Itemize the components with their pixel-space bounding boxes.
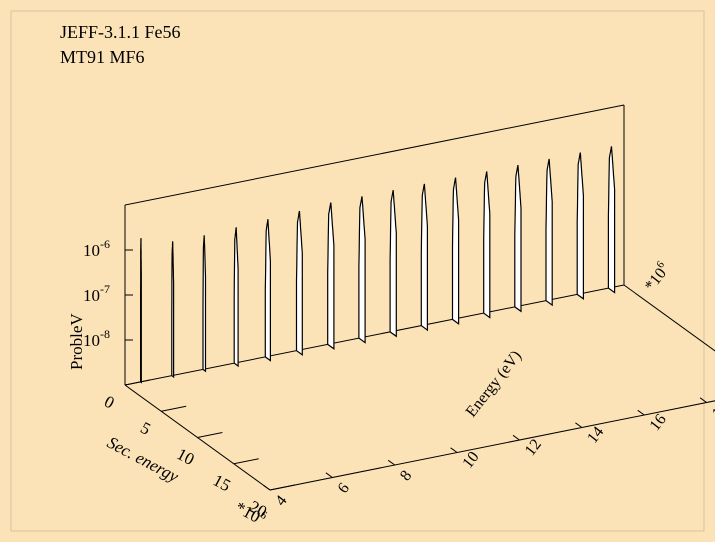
tick-exponent: -7 — [100, 282, 110, 296]
spectrum-slice — [141, 238, 142, 382]
spectrum-slice — [297, 211, 303, 355]
spectrum-slice — [546, 159, 552, 305]
chart-title-line-2: MT91 MF6 — [60, 47, 145, 67]
spectrum-slice — [265, 219, 270, 360]
z-axis-label: ProbleV — [67, 313, 86, 370]
chart-title-line-1: JEFF-3.1.1 Fe56 — [60, 22, 181, 42]
spectrum-slice — [484, 171, 490, 317]
spectrum-slice — [421, 184, 427, 330]
spectrum-slice — [515, 165, 521, 311]
spectrum-slice — [234, 227, 238, 366]
spectrum-slice — [453, 178, 459, 324]
spectrum-slice — [172, 241, 174, 377]
spectrum-slice — [203, 235, 206, 371]
tick-base: 10 — [83, 286, 100, 305]
tick-base: 10 — [83, 241, 100, 260]
tick-exponent: -6 — [100, 237, 110, 251]
tick-exponent: -8 — [100, 327, 110, 341]
